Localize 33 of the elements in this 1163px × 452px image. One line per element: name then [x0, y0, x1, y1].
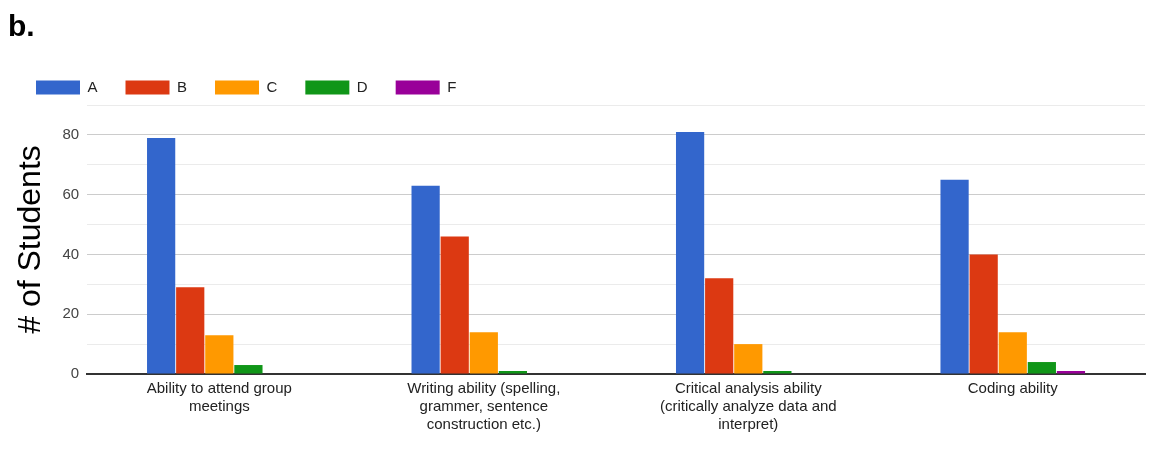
bar — [969, 254, 998, 374]
bar — [205, 335, 234, 374]
bar — [763, 371, 792, 374]
legend-label: B — [177, 77, 188, 95]
bar — [234, 365, 263, 374]
y-tick-label: 20 — [62, 304, 80, 322]
bar — [440, 236, 469, 374]
bar — [940, 179, 969, 374]
x-tick-label: Ability to attend group meetings — [146, 379, 292, 415]
legend-label: A — [87, 77, 98, 95]
y-tick-label: 80 — [62, 125, 80, 143]
bar — [469, 332, 498, 374]
bar — [498, 371, 528, 374]
bar — [176, 287, 205, 374]
bar — [1027, 362, 1056, 374]
bar — [734, 344, 763, 374]
y-tick-label: 60 — [62, 184, 80, 202]
legend-label: F — [447, 77, 457, 95]
x-tick-label: Coding ability — [967, 379, 1059, 397]
legend-label: C — [266, 77, 278, 95]
bar — [411, 185, 440, 374]
bar — [675, 131, 705, 374]
y-tick-label: 40 — [62, 244, 80, 262]
x-tick-label: Critical analysis ability (critically analyze data and interpret) — [659, 379, 837, 433]
bar — [705, 278, 734, 374]
x-tick-label: Writing ability (spelling, grammer, sentence construction etc.) — [407, 379, 561, 433]
chart-title: b. — [8, 9, 35, 43]
bar — [147, 137, 176, 374]
bar — [998, 332, 1027, 374]
legend-label: D — [356, 77, 368, 95]
y-axis-title: # of Students — [11, 145, 48, 334]
bar — [1056, 371, 1086, 374]
y-tick-label: 0 — [70, 364, 80, 382]
